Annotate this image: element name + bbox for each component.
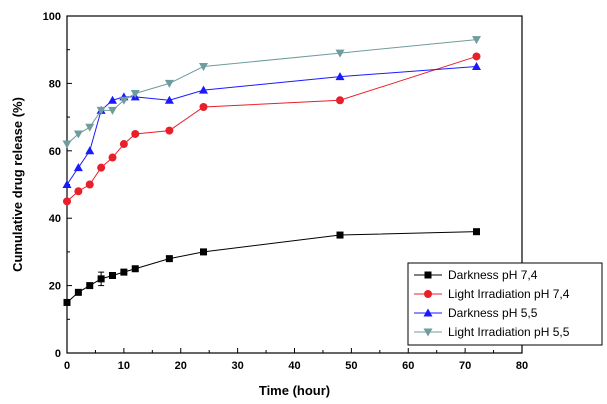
series-line [66,66,477,185]
y-axis: 0 20 40 60 80 100 [43,11,72,360]
legend-marker [424,271,432,279]
data-point [165,126,174,135]
data-point [199,85,208,94]
x-tick-label: 80 [516,360,528,372]
x-tick-label: 50 [345,360,357,372]
data-point [472,36,481,45]
series-4 [62,36,481,149]
series-layer [62,36,481,306]
data-point [336,96,344,105]
data-point [108,153,117,162]
data-point [108,95,117,104]
data-point [63,298,71,306]
data-point [74,288,82,296]
x-axis: 0 10 20 30 40 50 60 70 80 [64,348,528,372]
legend-box [407,262,603,346]
data-point [74,187,83,196]
data-point [119,140,128,149]
y-tick-label: 0 [55,348,61,360]
x-tick-label: 20 [175,360,187,372]
data-point [62,180,72,188]
legend-label: Darkness pH 5,5 [448,306,538,320]
x-tick-label: 30 [232,360,244,372]
legend-marker [423,328,433,337]
data-point [73,130,83,139]
legend-item: Light Irradiation pH 5,5 [414,325,570,339]
y-tick-label: 60 [49,146,61,158]
data-point [336,231,344,239]
legend: Darkness pH 7,4 Light Irradiation pH 7,4 D… [407,262,603,346]
data-point [164,95,174,104]
legend-marker [424,290,432,298]
data-point [73,163,83,172]
x-tick-label: 40 [288,360,300,372]
series-line [66,39,477,145]
data-point [335,49,345,58]
x-tick-label: 10 [118,360,130,372]
x-axis-title: Time (hour) [259,383,330,398]
legend-label: Darkness pH 7,4 [448,268,538,282]
data-point [165,255,173,263]
y-tick-label: 100 [43,11,61,23]
x-tick-label: 70 [459,360,471,372]
data-point [335,72,345,81]
data-point [85,180,94,189]
data-point [119,96,129,105]
y-axis-title: Cumulative drug release (%) [10,97,25,272]
legend-item: Light Irradiation pH 7,4 [414,287,570,301]
data-point [131,265,139,273]
data-point [85,146,95,155]
data-point [130,90,140,99]
data-point [199,63,208,72]
legend-item: Darkness pH 7,4 [414,268,538,282]
data-point [96,106,106,115]
y-tick-label: 40 [49,213,61,225]
data-point [473,228,480,236]
series-3 [62,62,481,188]
series-2 [63,52,481,206]
series-1 [63,228,480,306]
y-tick-label: 20 [49,281,61,293]
data-point [472,62,481,71]
data-point [200,248,207,256]
data-point [131,129,140,138]
data-point [120,268,128,276]
data-point [109,271,116,279]
legend-marker [423,308,433,317]
data-point [164,79,174,88]
data-point [108,106,117,115]
legend-label: Light Irradiation pH 7,4 [448,287,570,301]
data-point [97,275,105,283]
x-tick-label: 0 [64,360,70,372]
y-tick-label: 80 [49,78,61,90]
data-point [62,140,72,149]
data-point [199,102,208,111]
legend-label: Light Irradiation pH 5,5 [448,325,570,339]
data-point [86,282,94,290]
data-point [85,123,95,132]
series-line [66,55,477,202]
legend-item: Darkness pH 5,5 [414,306,538,320]
x-tick-label: 60 [402,360,414,372]
data-point [97,163,106,172]
data-point [63,197,71,206]
data-point [472,52,481,61]
